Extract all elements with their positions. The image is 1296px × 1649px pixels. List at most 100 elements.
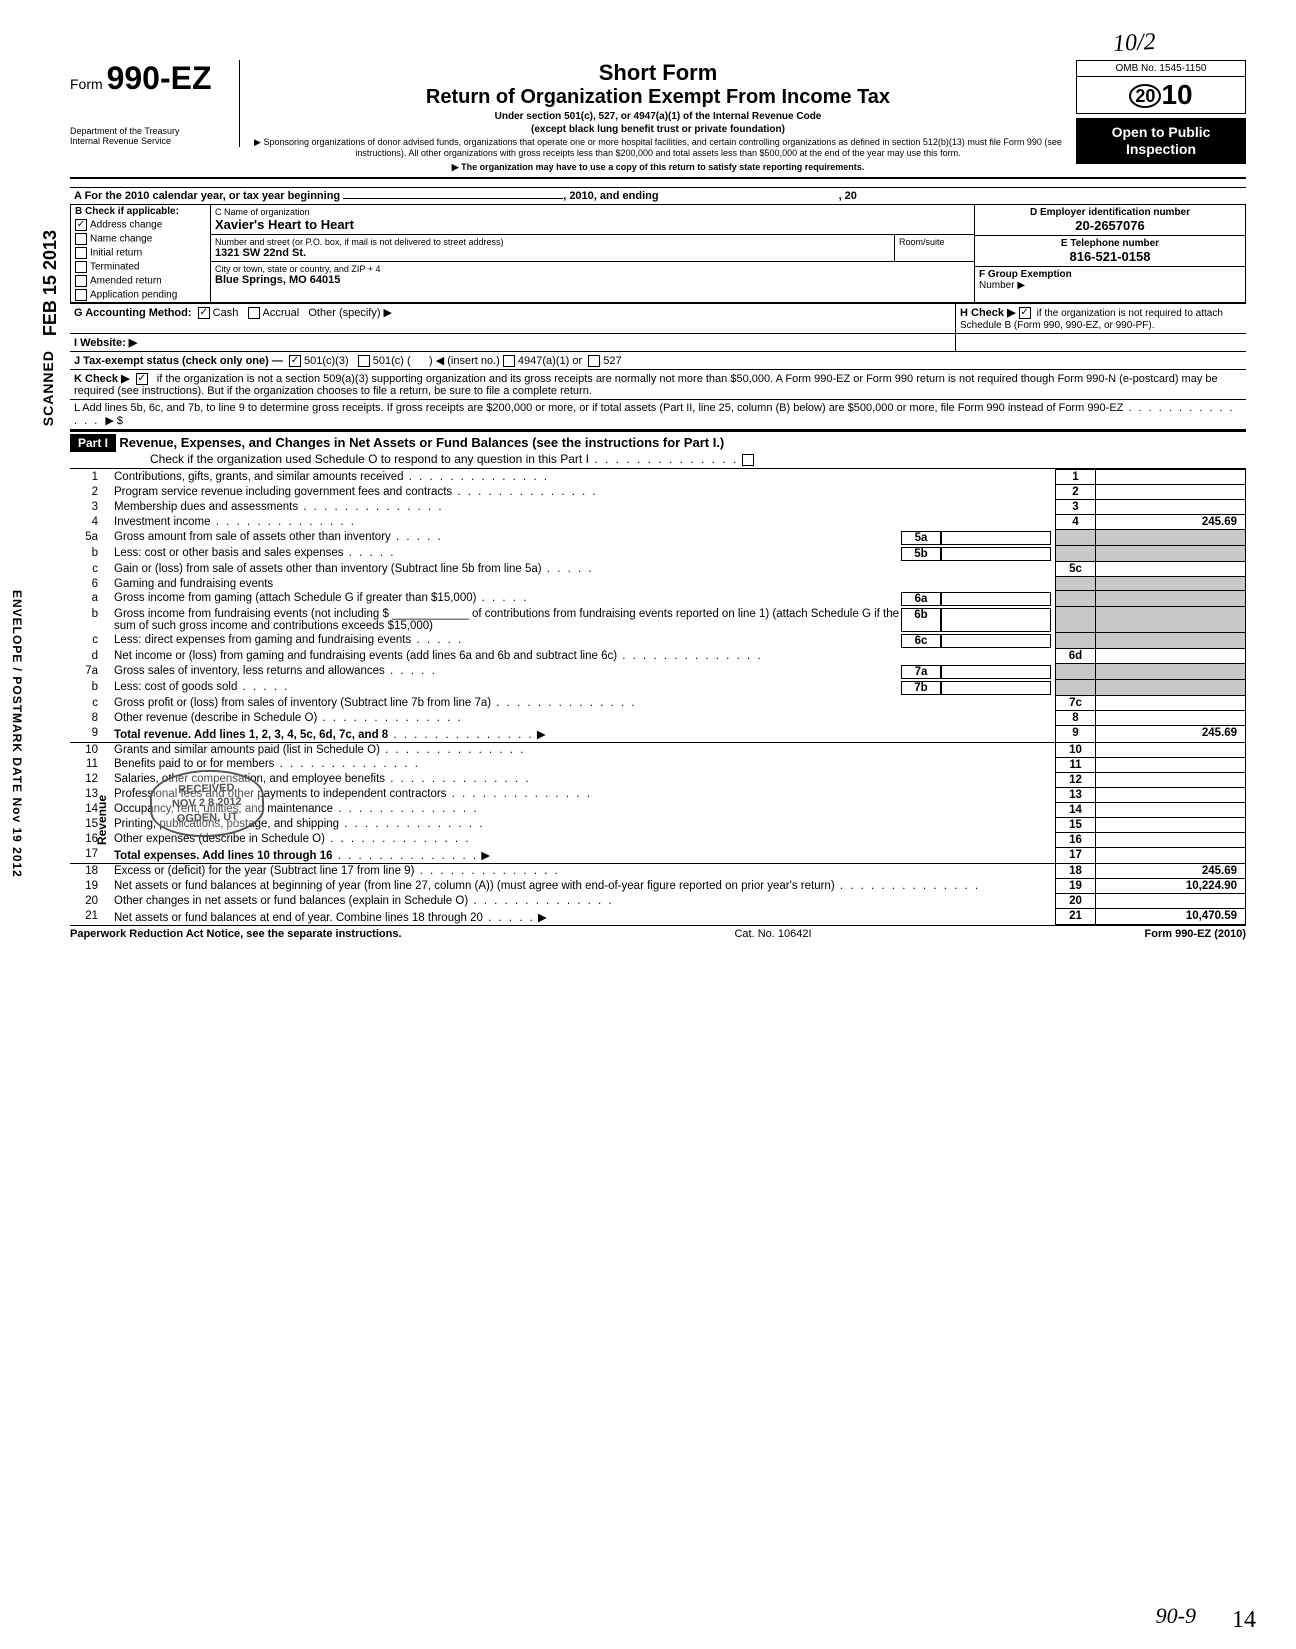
line-5b-midval[interactable] bbox=[941, 547, 1051, 561]
line-2-val[interactable] bbox=[1096, 485, 1246, 500]
checkbox-pending[interactable] bbox=[75, 289, 87, 301]
line-7c-box: 7c bbox=[1056, 696, 1096, 711]
line-5a-text: Gross amount from sale of assets other t… bbox=[114, 531, 391, 543]
line-8-box: 8 bbox=[1056, 711, 1096, 726]
line-3-val[interactable] bbox=[1096, 500, 1246, 515]
line-7b-midval[interactable] bbox=[941, 681, 1051, 695]
form-prefix: Form bbox=[70, 76, 103, 92]
line-11-box: 11 bbox=[1056, 757, 1096, 772]
checkbox-part1[interactable] bbox=[742, 454, 754, 466]
line-2-text: Program service revenue including govern… bbox=[114, 486, 452, 498]
line-5c-num: c bbox=[70, 562, 110, 577]
line-4-val[interactable]: 245.69 bbox=[1096, 515, 1246, 530]
date-stamp-vert: FEB 15 2013 bbox=[40, 230, 61, 336]
footer-mid: Cat. No. 10642I bbox=[734, 928, 811, 940]
checkbox-cash[interactable]: ✓ bbox=[198, 307, 210, 319]
org-name: Xavier's Heart to Heart bbox=[215, 217, 970, 232]
checkbox-name-change[interactable] bbox=[75, 233, 87, 245]
line-21-val[interactable]: 10,470.59 bbox=[1096, 909, 1246, 925]
line-7a-midval[interactable] bbox=[941, 665, 1051, 679]
line-6a-midval[interactable] bbox=[941, 592, 1051, 606]
line-9-val[interactable]: 245.69 bbox=[1096, 726, 1246, 743]
checkbox-501c3[interactable]: ✓ bbox=[289, 355, 301, 367]
stamp-l3: OGDEN, UT bbox=[172, 809, 242, 826]
line-19-box: 19 bbox=[1056, 879, 1096, 894]
line-17-box: 17 bbox=[1056, 847, 1096, 864]
line-6c-text: Less: direct expenses from gaming and fu… bbox=[114, 634, 411, 646]
checkbox-4947[interactable] bbox=[503, 355, 515, 367]
g-cash: Cash bbox=[213, 307, 239, 319]
line-9-text: Total revenue. Add lines 1, 2, 3, 4, 5c,… bbox=[114, 729, 388, 741]
line-18-num: 18 bbox=[70, 864, 110, 879]
line-3-box: 3 bbox=[1056, 500, 1096, 515]
line-11-val[interactable] bbox=[1096, 757, 1246, 772]
line-15-val[interactable] bbox=[1096, 817, 1246, 832]
line-9-arrow: ▶ bbox=[537, 729, 546, 741]
checkbox-k[interactable]: ✓ bbox=[136, 373, 148, 385]
title-return: Return of Organization Exempt From Incom… bbox=[250, 86, 1066, 109]
line-6d-text: Net income or (loss) from gaming and fun… bbox=[114, 650, 617, 662]
line-18-text: Excess or (deficit) for the year (Subtra… bbox=[114, 865, 414, 877]
line-7c-val[interactable] bbox=[1096, 696, 1246, 711]
addr-label: Number and street (or P.O. box, if mail … bbox=[215, 237, 890, 247]
subtitle-1: Under section 501(c), 527, or 4947(a)(1)… bbox=[250, 111, 1066, 122]
checkbox-527[interactable] bbox=[588, 355, 600, 367]
b-item-1: Name change bbox=[90, 233, 152, 244]
line-17-val[interactable] bbox=[1096, 847, 1246, 864]
checkbox-accrual[interactable] bbox=[248, 307, 260, 319]
line-1-text: Contributions, gifts, grants, and simila… bbox=[114, 471, 404, 483]
line-18-val[interactable]: 245.69 bbox=[1096, 864, 1246, 879]
line-6c-midval[interactable] bbox=[941, 634, 1051, 648]
checkbox-h[interactable]: ✓ bbox=[1019, 307, 1031, 319]
line-16-box: 16 bbox=[1056, 832, 1096, 847]
line-6a-mid: 6a bbox=[901, 592, 941, 606]
j-a1: 4947(a)(1) or bbox=[518, 355, 582, 367]
k-label: K Check ▶ bbox=[74, 373, 130, 385]
envelope-stamp: ENVELOPE / POSTMARK DATE Nov 19 2012 bbox=[10, 590, 24, 878]
line-3-text: Membership dues and assessments bbox=[114, 501, 298, 513]
line-5b-num: b bbox=[70, 546, 110, 562]
line-12-val[interactable] bbox=[1096, 772, 1246, 787]
handwritten-br: 90-9 bbox=[1156, 1603, 1196, 1629]
line-1-num: 1 bbox=[70, 470, 110, 485]
line-17-num: 17 bbox=[70, 847, 110, 864]
line-10-val[interactable] bbox=[1096, 742, 1246, 757]
line-11-text: Benefits paid to or for members bbox=[114, 758, 274, 770]
omb-number: OMB No. 1545-1150 bbox=[1076, 60, 1246, 77]
subtitle-2: (except black lung benefit trust or priv… bbox=[250, 124, 1066, 135]
checkbox-address-change[interactable]: ✓ bbox=[75, 219, 87, 231]
checkbox-terminated[interactable] bbox=[75, 261, 87, 273]
line-13-val[interactable] bbox=[1096, 787, 1246, 802]
f-label2: Number ▶ bbox=[979, 280, 1241, 291]
line-5b-mid: 5b bbox=[901, 547, 941, 561]
line-6-num: 6 bbox=[70, 577, 110, 591]
line-16-val[interactable] bbox=[1096, 832, 1246, 847]
line-8-val[interactable] bbox=[1096, 711, 1246, 726]
line-21-num: 21 bbox=[70, 909, 110, 925]
line-5b-text: Less: cost or other basis and sales expe… bbox=[114, 547, 344, 559]
form-header: Form 990-EZ Department of the Treasury I… bbox=[70, 60, 1246, 179]
line-6b-midval[interactable] bbox=[941, 608, 1051, 632]
line-10-text: Grants and similar amounts paid (list in… bbox=[114, 744, 380, 756]
line-5a-mid: 5a bbox=[901, 531, 941, 545]
line-5a-num: 5a bbox=[70, 530, 110, 546]
line-13-box: 13 bbox=[1056, 787, 1096, 802]
line-20-num: 20 bbox=[70, 894, 110, 909]
b-item-4: Amended return bbox=[90, 275, 162, 286]
f-label: F Group Exemption bbox=[979, 269, 1241, 280]
checkbox-amended[interactable] bbox=[75, 275, 87, 287]
line-5c-val[interactable] bbox=[1096, 562, 1246, 577]
checkbox-initial-return[interactable] bbox=[75, 247, 87, 259]
checkbox-501c[interactable] bbox=[358, 355, 370, 367]
line-20-val[interactable] bbox=[1096, 894, 1246, 909]
line-14-val[interactable] bbox=[1096, 802, 1246, 817]
line-1-val[interactable] bbox=[1096, 470, 1246, 485]
line-7c-text: Gross profit or (loss) from sales of inv… bbox=[114, 697, 491, 709]
form-number: 990-EZ bbox=[107, 60, 212, 96]
line-21-box: 21 bbox=[1056, 909, 1096, 925]
line-19-val[interactable]: 10,224.90 bbox=[1096, 879, 1246, 894]
l-arrow: ▶ $ bbox=[105, 415, 123, 427]
line-21-text: Net assets or fund balances at end of ye… bbox=[114, 912, 483, 924]
line-5a-midval[interactable] bbox=[941, 531, 1051, 545]
line-6d-val[interactable] bbox=[1096, 649, 1246, 664]
